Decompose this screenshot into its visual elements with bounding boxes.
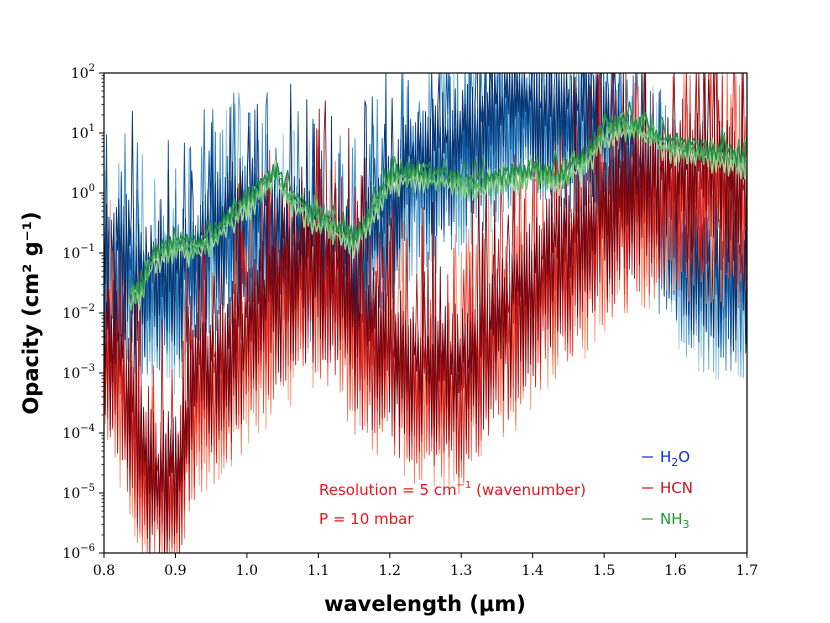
y-tick-label: 100 <box>71 183 95 202</box>
x-tick-label: 1.6 <box>664 563 686 579</box>
x-tick-label: 0.9 <box>164 563 186 579</box>
legend-label-h2o: H2O <box>660 448 690 469</box>
y-tick-label: 10−5 <box>62 483 95 502</box>
y-tick-label: 10−6 <box>62 543 95 562</box>
x-tick-label: 1.2 <box>379 563 401 579</box>
series-layer <box>104 73 747 553</box>
resolution-annotation: Resolution = 5 cm−1 (wavenumber) <box>319 480 586 499</box>
legend-label-hcn: HCN <box>660 479 693 497</box>
series-hcn-line <box>104 73 747 553</box>
series-nh3-line <box>128 101 747 295</box>
y-tick-label: 101 <box>71 123 95 142</box>
y-tick-label: 102 <box>71 63 95 82</box>
series-nh3-line <box>128 118 747 311</box>
x-axis: 0.8 0.9 1.0 1.1 1.2 1.3 1.4 1.5 1.6 1.7 <box>93 553 758 579</box>
x-tick-label: 1.5 <box>593 563 615 579</box>
x-tick-label: 1.4 <box>522 563 544 579</box>
x-axis-title: wavelength (μm) <box>324 592 526 616</box>
y-tick-label: 10−2 <box>62 303 95 322</box>
legend-label-nh3: NH3 <box>660 510 690 531</box>
series-hcn <box>104 73 747 553</box>
x-tick-label: 1.7 <box>736 563 758 579</box>
y-axis-title: Opacity (cm² g⁻¹) <box>19 211 43 414</box>
legend: H2O HCN NH3 <box>642 448 693 531</box>
y-axis: 10−6 10−5 10−4 10−3 10−2 10−1 100 101 102 <box>62 63 104 562</box>
x-tick-label: 1.0 <box>236 563 258 579</box>
series-nh3-line <box>128 113 747 301</box>
y-tick-label: 10−4 <box>62 423 95 442</box>
y-tick-label: 10−1 <box>62 243 95 262</box>
x-tick-label: 1.3 <box>450 563 472 579</box>
y-tick-label: 10−3 <box>62 363 95 382</box>
series-nh3 <box>128 101 747 311</box>
x-tick-label: 1.1 <box>307 563 329 579</box>
pressure-annotation: P = 10 mbar <box>319 510 414 528</box>
x-tick-label: 0.8 <box>93 563 115 579</box>
